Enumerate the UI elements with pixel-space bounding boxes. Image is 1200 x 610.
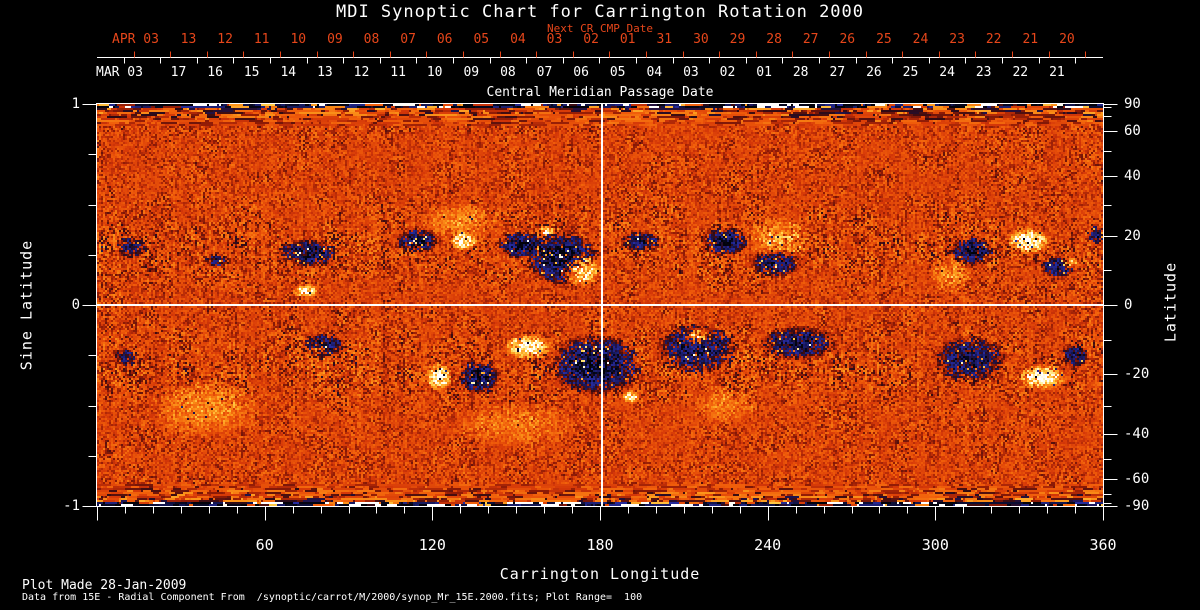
data-source-note: Data from 15E - Radial Component From /s… [22,592,643,603]
plot-made-note: Plot Made 28-Jan-2009 [22,578,187,593]
cmp-axis-caption: Central Meridian Passage Date [486,85,714,100]
cmp-next-day-label: 09 [327,32,343,47]
y-axis-left-title: Sine Latitude [17,239,36,371]
cmp-this-day-label: 12 [353,65,370,80]
latitude-tick-label: 40 [1124,168,1141,184]
cmp-next-day-label: 30 [693,32,709,47]
cmp-this-day-label: 13 [317,65,333,80]
cmp-this-day-label: 01 [756,65,772,80]
next-month-label: APR 03 [112,32,159,47]
latitude-tick-label: 90 [1124,96,1141,112]
page-title: MDI Synoptic Chart for Carrington Rotati… [335,2,865,22]
cmp-next-day-label: 31 [656,32,673,47]
cmp-this-day-label: 11 [390,65,406,80]
latitude-tick-label: -40 [1124,426,1150,442]
cmp-this-day-label: 22 [1012,65,1029,80]
cmp-this-day-label: 08 [500,65,516,80]
cmp-this-day-label: 06 [573,65,589,80]
longitude-tick-label: 360 [1089,536,1117,554]
longitude-tick-label: 120 [418,536,446,554]
cmp-next-day-label: 08 [363,32,380,47]
longitude-tick-label: 60 [255,536,274,554]
longitude-tick-label: 180 [586,536,614,554]
cmp-this-day-label: 25 [902,65,919,80]
cmp-this-day-label: 02 [719,65,736,80]
cmp-next-day-label: 29 [729,32,746,47]
cmp-next-day-label: 10 [290,32,307,47]
cmp-next-day-label: 12 [217,32,233,47]
next-cr-cmp-date-label: Next CR CMP Date [547,22,653,35]
cmp-next-day-label: 22 [985,32,1002,47]
plot-border [96,103,1104,507]
x-axis-title: Carrington Longitude [499,565,701,583]
cmp-this-day-label: 07 [536,65,553,80]
sine-latitude-tick-label: 0 [71,297,80,313]
latitude-tick-label: -20 [1124,366,1150,382]
y-axis-right-title: Latitude [1161,261,1180,343]
cmp-this-day-label: 10 [426,65,443,80]
cmp-next-day-label: 20 [1059,32,1075,47]
cmp-this-day-label: 17 [170,65,187,80]
cmp-next-day-label: 03 [546,32,563,47]
cmp-next-day-label: 25 [876,32,892,47]
cmp-this-day-label: 26 [866,65,882,80]
cmp-this-day-label: 03 [683,65,699,80]
longitude-tick-label: 240 [754,536,782,554]
latitude-tick-label: 60 [1124,123,1141,139]
latitude-tick-label: 0 [1124,297,1133,313]
cmp-next-day-label: 13 [180,32,197,47]
cmp-next-day-label: 02 [583,32,599,47]
cmp-next-day-label: 21 [1022,32,1039,47]
cmp-next-day-label: 06 [436,32,453,47]
cmp-next-day-label: 26 [839,32,856,47]
cmp-next-day-label: 05 [473,32,490,47]
longitude-tick-label: 300 [921,536,949,554]
latitude-tick-label: -90 [1124,498,1150,514]
cmp-this-day-label: 27 [829,65,846,80]
cmp-next-day-label: 07 [400,32,416,47]
latitude-tick-label: -60 [1124,471,1150,487]
cmp-next-day-label: 24 [912,32,929,47]
cmp-this-day-label: 21 [1049,65,1065,80]
sine-latitude-tick-label: 1 [71,96,80,112]
this-month-label: MAR 03 [96,65,143,80]
cmp-this-day-label: 15 [243,65,260,80]
cmp-this-day-label: 16 [207,65,223,80]
cmp-next-day-label: 11 [253,32,270,47]
cmp-this-day-label: 05 [609,65,626,80]
cmp-next-day-label: 28 [766,32,782,47]
sine-latitude-tick-label: -1 [63,498,80,514]
cmp-this-day-label: 23 [975,65,992,80]
cmp-this-day-label: 14 [280,65,297,80]
cmp-next-day-label: 27 [802,32,819,47]
cmp-this-day-label: 04 [646,65,663,80]
latitude-tick-label: 20 [1124,228,1141,244]
cmp-this-day-label: 24 [939,65,955,80]
cmp-next-day-label: 04 [510,32,526,47]
cmp-next-day-label: 01 [619,32,636,47]
cmp-this-day-label: 09 [463,65,480,80]
magnetogram-heatmap [97,104,1103,506]
cmp-next-day-label: 23 [949,32,965,47]
cmp-this-day-label: 28 [792,65,809,80]
